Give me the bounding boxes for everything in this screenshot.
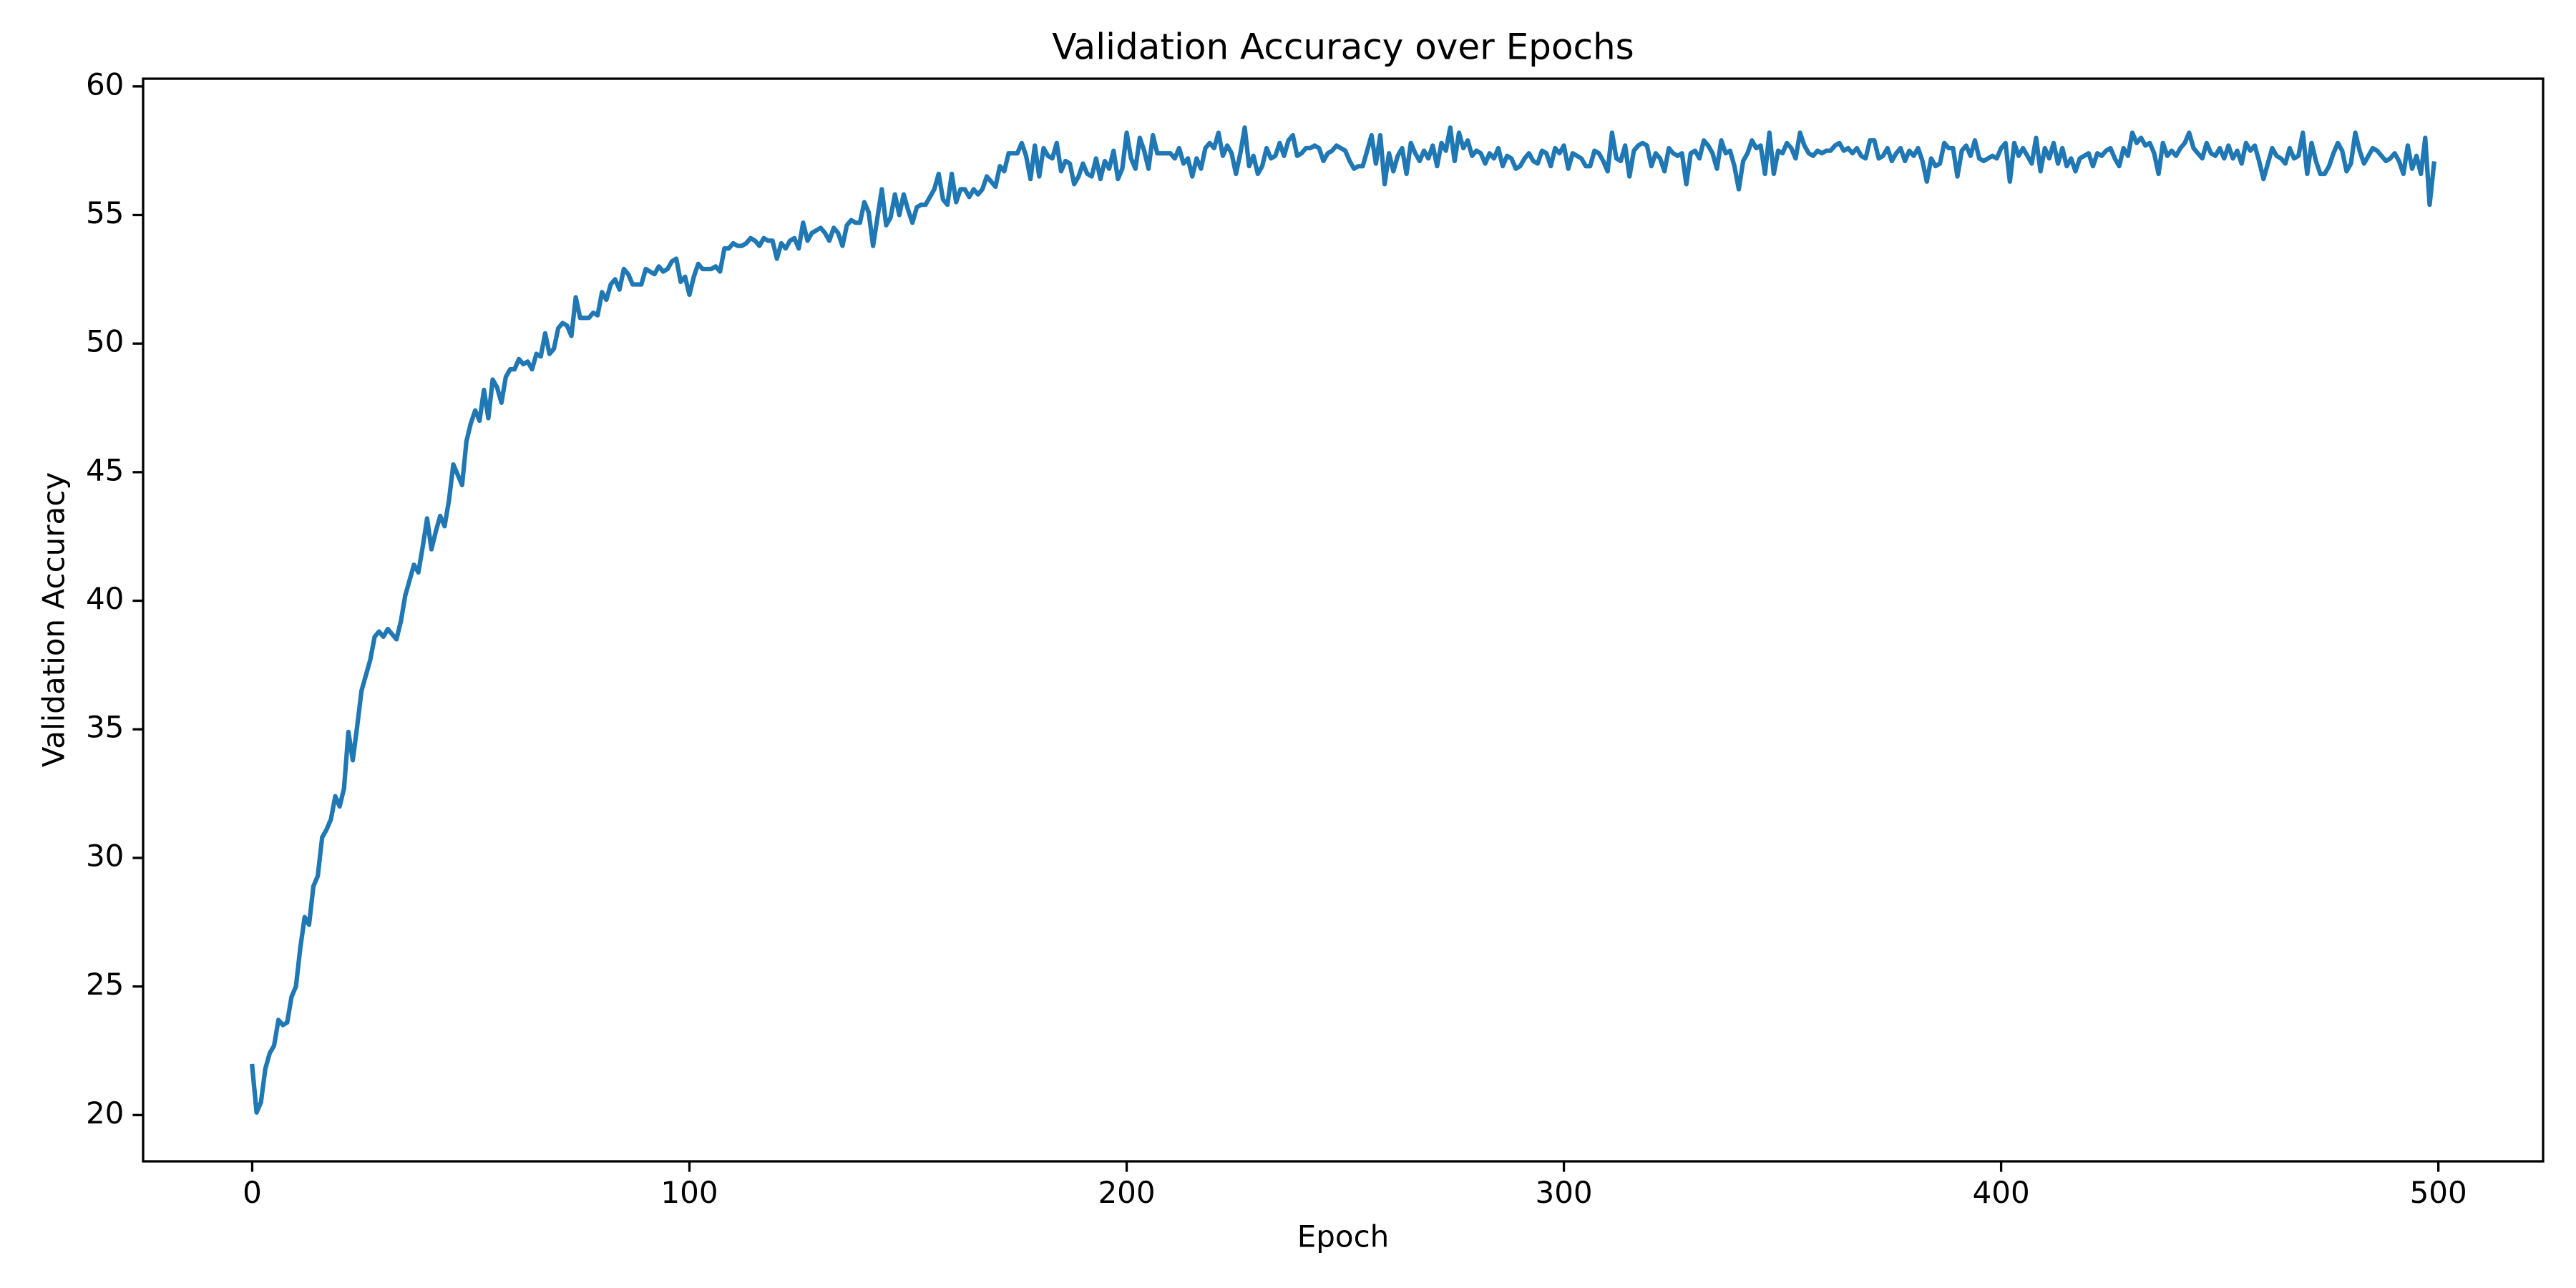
x-tick-label: 0 [243,1175,262,1210]
y-tick-label: 55 [86,195,124,230]
y-tick-label: 50 [86,324,124,359]
y-tick-label: 20 [86,1096,124,1131]
x-tick-label: 200 [1098,1175,1155,1210]
chart-title: Validation Accuracy over Epochs [1052,26,1634,68]
data-line [250,125,2436,1115]
y-tick-label: 40 [86,581,124,616]
x-axis-label: Epoch [1297,1219,1390,1254]
x-tick-label: 500 [2410,1175,2467,1210]
y-tick-label: 25 [86,967,124,1002]
y-tick-label: 60 [86,67,124,102]
x-tick-label: 400 [1973,1175,2030,1210]
plot-frame [142,77,2545,1163]
y-tick-label: 35 [86,710,124,745]
y-axis-label: Validation Accuracy [36,472,72,768]
y-tick-label: 30 [86,838,124,873]
x-tick-label: 300 [1535,1175,1592,1210]
x-tick-label: 100 [660,1175,718,1210]
y-tick-label: 45 [86,452,124,487]
